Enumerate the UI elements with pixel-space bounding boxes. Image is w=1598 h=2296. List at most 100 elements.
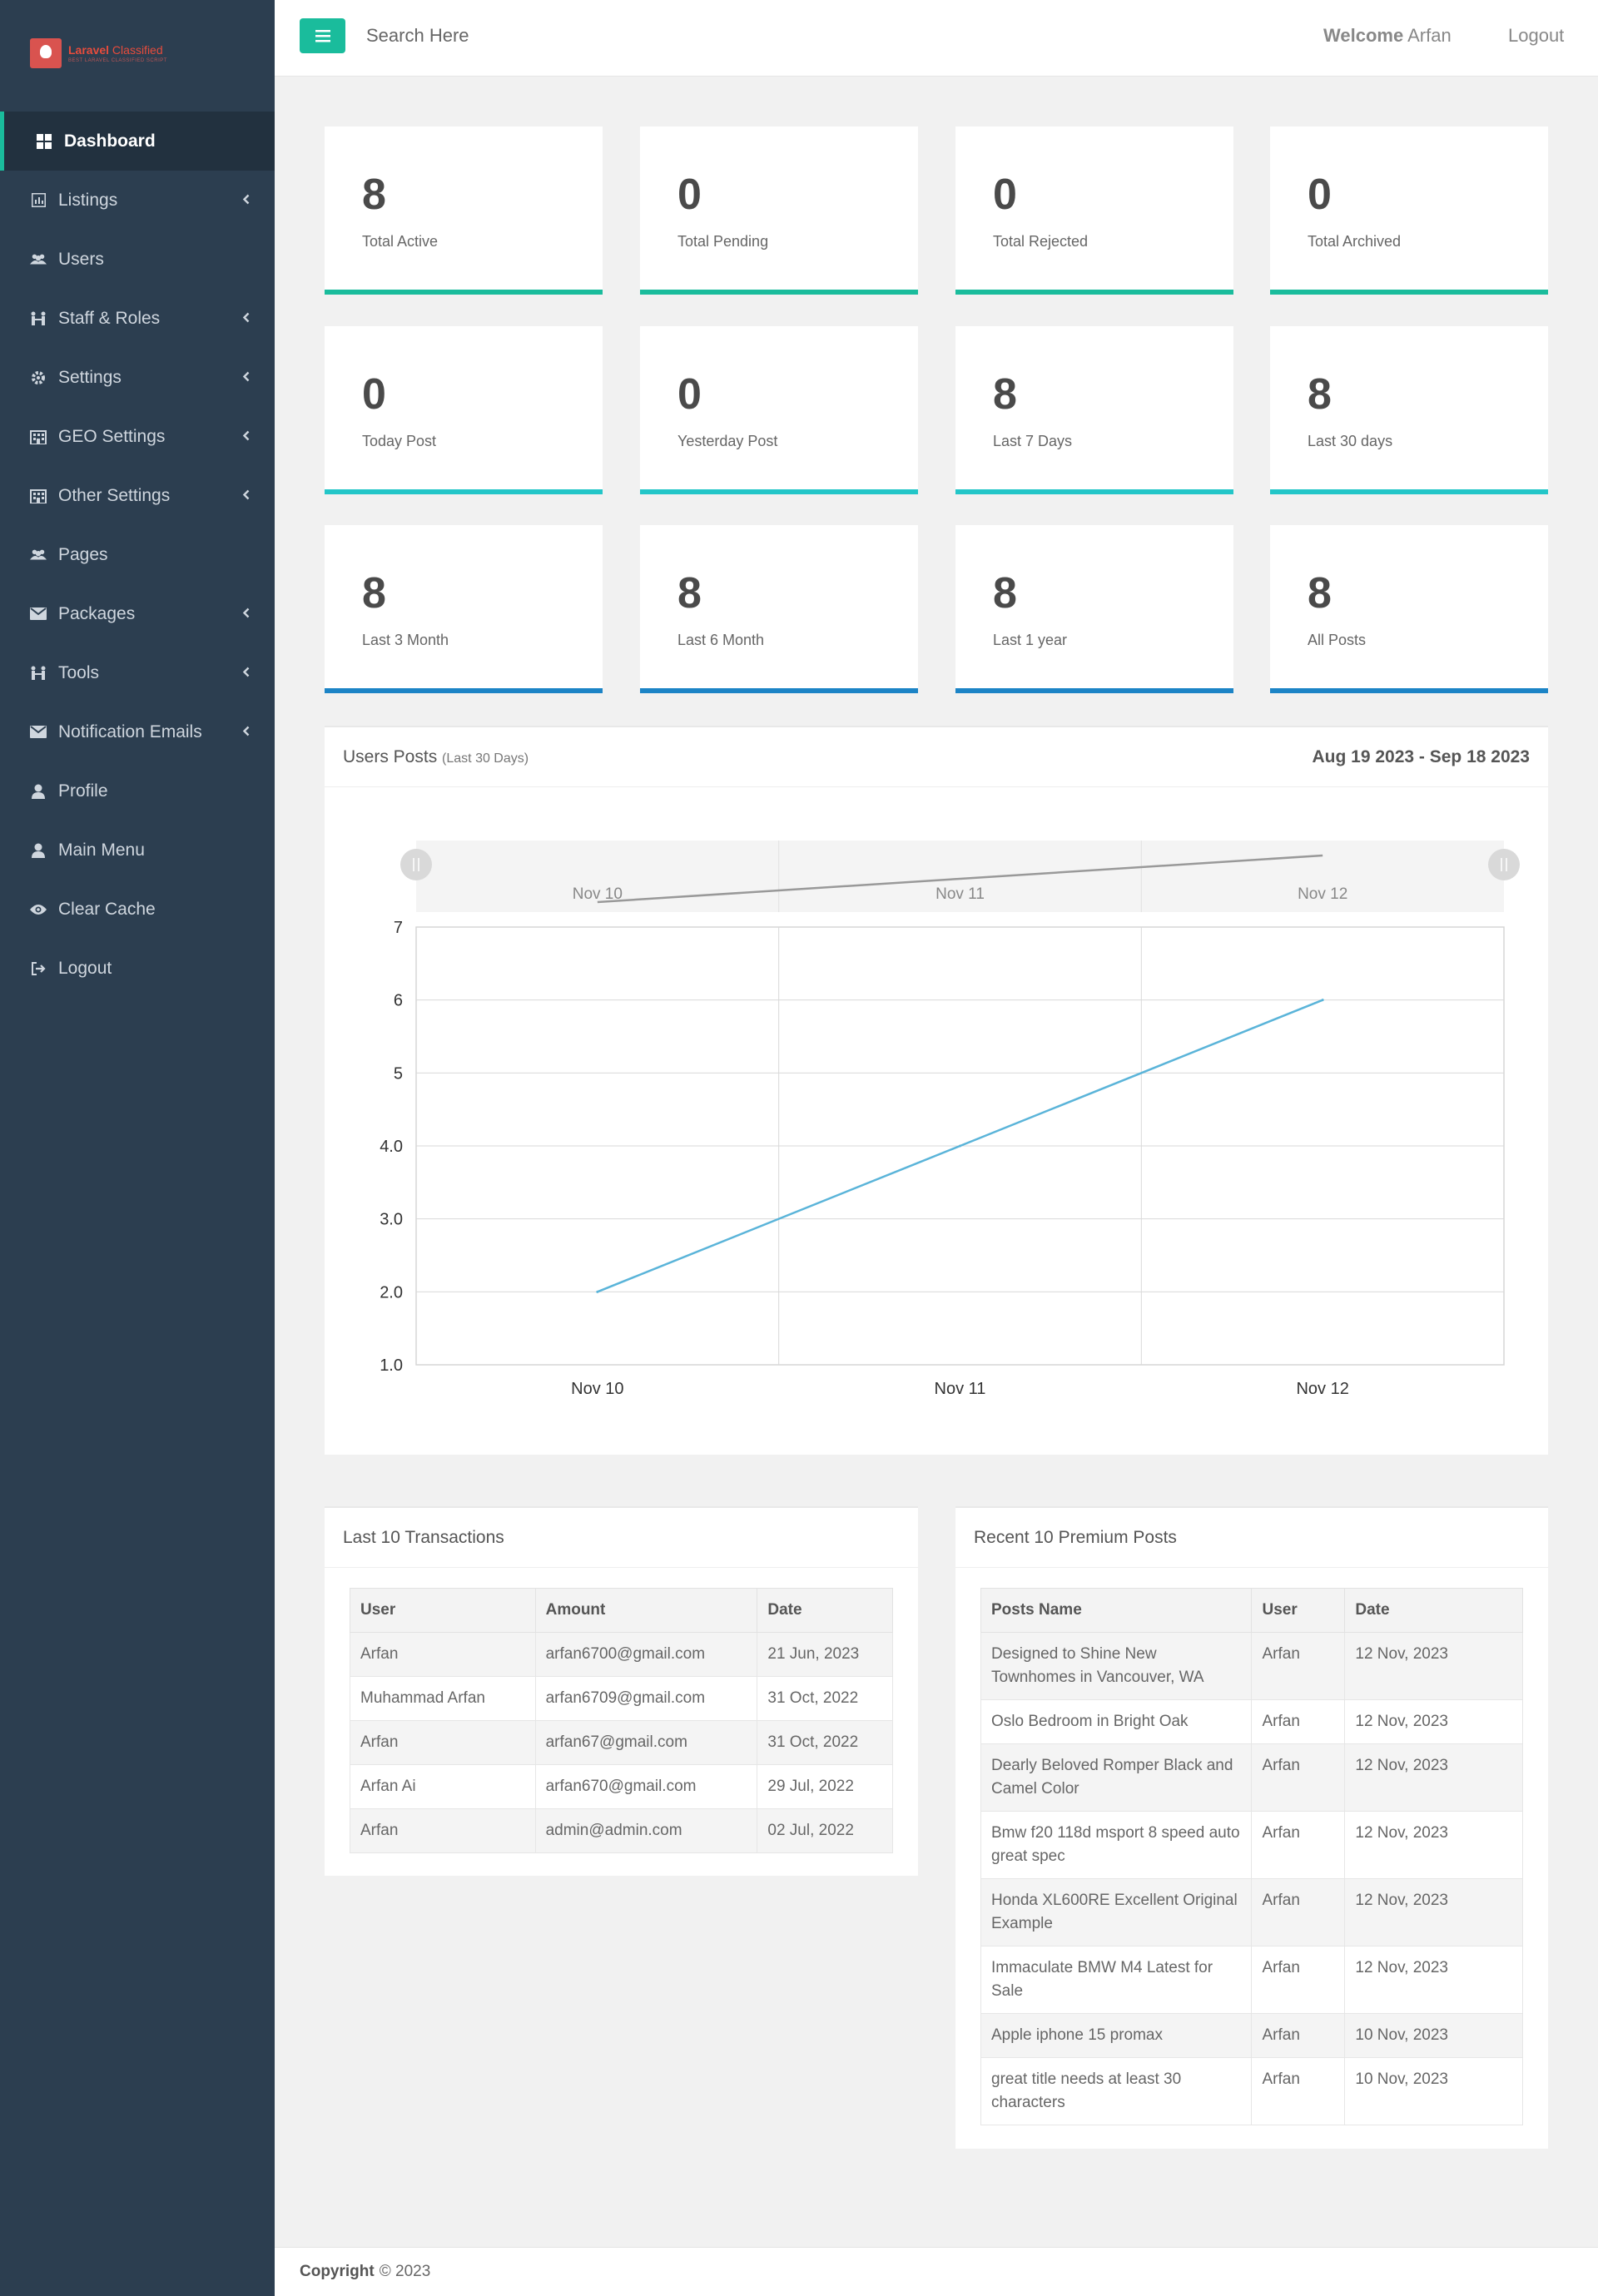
- stat-card: 0 Today Post: [325, 326, 603, 494]
- table-cell: Honda XL600RE Excellent Original Example: [980, 1878, 1253, 1946]
- premium-posts-title: Recent 10 Premium Posts: [974, 1527, 1177, 1547]
- stat-card: 8 All Posts: [1270, 525, 1548, 693]
- building-icon: [30, 429, 47, 445]
- users-posts-chart: Nov 10 Nov 11 Nov 12 1.0 2.0 3.0 4.0 5 6 7 Nov 10 N…: [380, 841, 1520, 1398]
- y-tick-label: 5: [394, 1064, 403, 1083]
- table-cell: 12 Nov, 2023: [1344, 1632, 1523, 1700]
- sidebar-item-settings[interactable]: Settings: [0, 348, 275, 407]
- chevron-left-icon: [242, 191, 250, 209]
- x-tick-label: Nov 11: [935, 1380, 986, 1398]
- transactions-panel: Last 10 Transactions User Amount Date Arfan…: [325, 1506, 918, 1876]
- y-tick-label: 1.0: [380, 1356, 403, 1375]
- table-cell: Bmw f20 118d msport 8 speed auto great s…: [980, 1811, 1253, 1879]
- x-tick-label: Nov 10: [571, 1380, 623, 1398]
- date-range[interactable]: Aug 19 2023 - Sep 18 2023: [1312, 746, 1531, 766]
- sidebar-item-profile[interactable]: Profile: [0, 761, 275, 821]
- sidebar-item-dashboard[interactable]: Dashboard: [0, 112, 275, 171]
- logo-tag-icon: [30, 38, 62, 68]
- table-cell: Muhammad Arfan: [350, 1676, 536, 1721]
- sidebar-item-label: Notification Emails: [58, 722, 202, 741]
- table-row: Arfan arfan67@gmail.com 31 Oct, 2022: [350, 1720, 893, 1765]
- eye-icon: [30, 901, 47, 918]
- sidebar-item-label: Main Menu: [58, 840, 145, 860]
- table-cell: 12 Nov, 2023: [1344, 1699, 1523, 1744]
- stat-label: Total Active: [362, 233, 439, 250]
- search-input[interactable]: [366, 25, 699, 47]
- table-cell: 29 Jul, 2022: [757, 1764, 893, 1809]
- stat-card: 8 Last 7 Days: [955, 326, 1233, 494]
- welcome-text: Welcome Arfan: [1323, 25, 1452, 46]
- table-row: Oslo Bedroom in Bright Oak Arfan 12 Nov, 2…: [980, 1699, 1523, 1744]
- chevron-left-icon: [242, 369, 250, 386]
- topbar: Welcome Arfan Logout: [275, 0, 1598, 77]
- building-icon: [30, 488, 47, 504]
- chart-icon: [30, 192, 47, 209]
- column-header[interactable]: Amount: [534, 1588, 758, 1633]
- user-icon: [30, 842, 47, 859]
- stat-value: 8: [1308, 569, 1332, 617]
- stat-card: 8 Last 3 Month: [325, 525, 603, 693]
- dashboard-icon: [36, 133, 52, 150]
- stat-accent-bar: [955, 290, 1233, 295]
- sidebar-item-logout[interactable]: Logout: [0, 939, 275, 998]
- y-tick-label: 2.0: [380, 1283, 403, 1302]
- sidebar-item-clear-cache[interactable]: Clear Cache: [0, 880, 275, 939]
- data-point: [596, 1290, 599, 1293]
- sidebar-item-main-menu[interactable]: Main Menu: [0, 821, 275, 880]
- navigator-tick-label: Nov 11: [935, 885, 985, 903]
- table-cell: 31 Oct, 2022: [757, 1720, 893, 1765]
- table-cell: 10 Nov, 2023: [1344, 2057, 1523, 2125]
- table-cell: Arfan: [1251, 1811, 1346, 1879]
- brand-logo[interactable]: Laravel Classified BEST LARAVEL CLASSIFI…: [30, 38, 167, 68]
- copyright-text: © 2023: [379, 2263, 431, 2280]
- column-header[interactable]: Date: [757, 1588, 893, 1633]
- stat-accent-bar: [955, 688, 1233, 693]
- stat-label: Last 3 Month: [362, 632, 449, 648]
- table-cell: 12 Nov, 2023: [1344, 1878, 1523, 1946]
- table-row: Apple iphone 15 promax Arfan 10 Nov, 2023: [980, 2013, 1523, 2058]
- column-header[interactable]: Date: [1344, 1588, 1523, 1633]
- sidebar-item-label: Staff & Roles: [58, 308, 161, 328]
- sidebar-item-packages[interactable]: Packages: [0, 584, 275, 643]
- table-cell: Apple iphone 15 promax: [980, 2013, 1253, 2058]
- sidebar-item-staff-roles[interactable]: Staff & Roles: [0, 289, 275, 348]
- stat-card: 8 Last 1 year: [955, 525, 1233, 693]
- stat-value: 0: [677, 171, 702, 219]
- column-header[interactable]: Posts Name: [980, 1588, 1253, 1633]
- sidebar-item-listings[interactable]: Listings: [0, 171, 275, 230]
- stat-value: 8: [362, 569, 386, 617]
- chevron-left-icon: [242, 487, 250, 504]
- column-header[interactable]: User: [350, 1588, 536, 1633]
- table-row: Honda XL600RE Excellent Original Example…: [980, 1878, 1523, 1946]
- stat-label: Total Pending: [677, 233, 769, 250]
- sidebar-item-other-settings[interactable]: Other Settings: [0, 466, 275, 525]
- sidebar-item-notification-emails[interactable]: Notification Emails: [0, 702, 275, 761]
- menu-toggle-button[interactable]: [300, 18, 345, 53]
- stat-label: All Posts: [1308, 632, 1367, 648]
- table-cell: Designed to Shine New Townhomes in Vanco…: [980, 1632, 1253, 1700]
- stat-value: 8: [1308, 370, 1332, 419]
- stat-label: Today Post: [362, 433, 437, 449]
- stat-value: 0: [362, 370, 386, 419]
- chart-subtitle: (Last 30 Days): [442, 751, 529, 766]
- stat-label: Last 7 Days: [993, 433, 1073, 449]
- chevron-left-icon: [242, 605, 250, 622]
- column-header[interactable]: User: [1251, 1588, 1346, 1633]
- sidebar-item-label: Clear Cache: [58, 899, 156, 919]
- table-cell: admin@admin.com: [534, 1808, 758, 1853]
- sidebar-item-users[interactable]: Users: [0, 230, 275, 289]
- x-tick-label: Nov 12: [1296, 1380, 1348, 1398]
- y-tick-label: 4.0: [380, 1138, 403, 1156]
- table-row: Arfan admin@admin.com 02 Jul, 2022: [350, 1808, 893, 1853]
- copyright-label: Copyright: [300, 2263, 375, 2280]
- logout-link[interactable]: Logout: [1508, 25, 1565, 46]
- signout-icon: [30, 960, 47, 977]
- sidebar-item-pages[interactable]: Pages: [0, 525, 275, 584]
- chart-title: Users Posts (Last 30 Days): [343, 746, 529, 766]
- brand-tagline: BEST LARAVEL CLASSIFIED SCRIPT: [68, 58, 167, 63]
- sidebar-item-geo-settings[interactable]: GEO Settings: [0, 407, 275, 466]
- stat-accent-bar: [325, 688, 603, 693]
- table-cell: arfan6709@gmail.com: [534, 1676, 758, 1721]
- table-cell: Arfan: [350, 1632, 536, 1677]
- sidebar-item-tools[interactable]: Tools: [0, 643, 275, 702]
